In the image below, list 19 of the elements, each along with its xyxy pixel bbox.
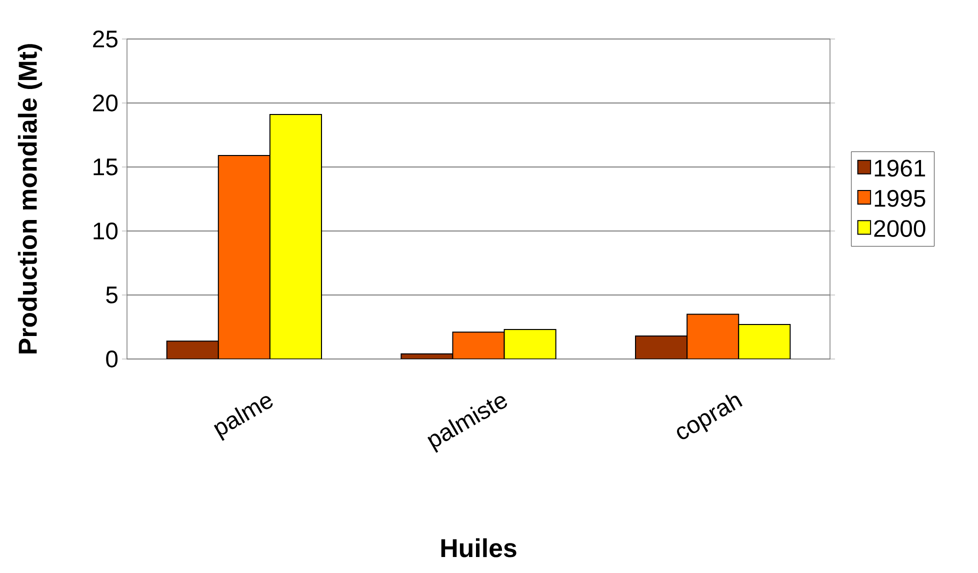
y-tick-label: 25 bbox=[93, 30, 118, 48]
x-axis-title: Huiles bbox=[441, 538, 516, 558]
y-axis-title: Production mondiale (Mt) bbox=[18, 44, 42, 354]
bar bbox=[218, 154, 270, 359]
y-tick-label: 15 bbox=[94, 158, 118, 176]
legend-label: 2000 bbox=[874, 220, 926, 238]
bar bbox=[166, 340, 219, 359]
bar bbox=[635, 335, 688, 359]
y-tick-label: 20 bbox=[93, 94, 118, 112]
y-tick-label: 5 bbox=[106, 286, 118, 304]
bar bbox=[269, 114, 322, 359]
bar bbox=[504, 329, 556, 359]
legend-label: 1961 bbox=[874, 160, 926, 177]
y-tick-label: 10 bbox=[94, 222, 118, 240]
bar bbox=[452, 332, 505, 359]
legend-label: 1995 bbox=[874, 190, 926, 207]
y-tick-label: 0 bbox=[106, 350, 118, 368]
bar bbox=[686, 314, 740, 359]
bar bbox=[738, 324, 791, 359]
